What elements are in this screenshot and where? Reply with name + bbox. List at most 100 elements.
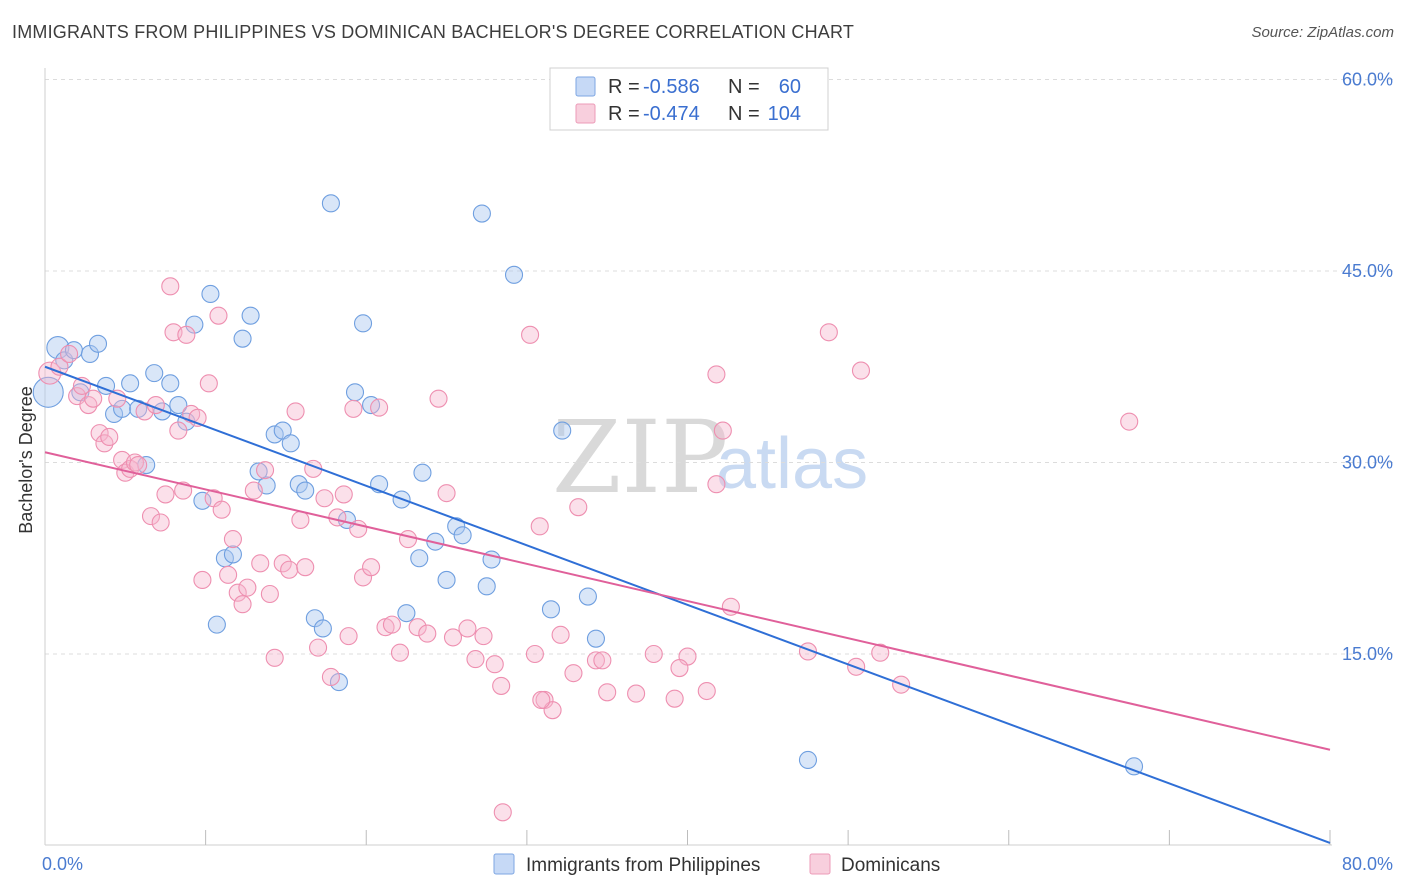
legend-n-value-2: 104 [768,103,801,125]
data-point-philippines [145,364,164,383]
data-point-dominicans [309,638,328,657]
data-point-dominicans [593,651,612,670]
data-point-philippines [447,517,466,536]
data-point-dominicans [84,389,103,408]
trend-lines [44,365,1331,844]
data-point-philippines [397,604,416,623]
data-point-dominicans [193,570,212,590]
data-point-philippines [121,374,140,393]
data-point-dominicans [296,558,315,577]
data-point-philippines [161,374,180,393]
legend-r-value-2: -0.474 [643,103,700,125]
data-point-philippines [233,329,252,348]
data-point-dominicans [177,325,196,344]
data-point-dominicans [260,584,279,604]
watermark-zip: ZIP [552,399,728,516]
data-point-philippines [586,629,605,648]
data-point-dominicans [458,619,477,638]
series-legend: Immigrants from Philippines Dominicans [493,853,940,876]
legend-r-label-1: R = [608,76,640,98]
data-point-dominicans [851,361,871,380]
data-point-philippines [437,570,456,590]
data-point-philippines [477,577,496,596]
data-point-dominicans [90,424,109,443]
data-point-dominicans [100,427,119,447]
data-point-dominicans [141,507,161,526]
y-tick-label: 60.0% [1342,70,1393,90]
data-point-dominicans [328,508,347,527]
data-point-dominicans [443,628,463,647]
data-point-dominicans [228,583,247,602]
data-point-philippines [413,463,432,482]
data-point-philippines [353,314,373,333]
data-point-dominicans [1120,412,1139,431]
data-point-dominicans [551,625,570,644]
x-tick-label-max: 80.0% [1342,854,1393,874]
legend-r-value-1: -0.586 [643,76,700,98]
data-point-dominicans [871,643,890,662]
data-point-dominicans [543,701,562,720]
data-point-philippines [578,587,597,606]
data-point-philippines [113,399,132,418]
data-point-dominicans [256,461,275,480]
data-point-dominicans [291,510,310,530]
data-point-dominicans [273,554,292,573]
data-point-dominicans [418,624,437,643]
legend-swatch-dominicans [575,103,596,124]
data-point-philippines [541,600,561,619]
y-tick-label: 45.0% [1342,261,1393,281]
data-point-dominicans [382,615,402,634]
data-point-dominicans [644,644,663,664]
data-point-dominicans [174,481,193,500]
data-point-philippines [249,462,268,481]
data-point-dominicans [466,650,485,669]
data-point-dominicans [569,498,588,517]
data-point-dominicans [493,803,512,822]
data-point-dominicans [598,683,617,702]
data-point-dominicans [161,277,180,296]
y-axis-label: Bachelor's Degree [16,386,36,534]
legend-swatch-bottom-dominicans [809,853,831,875]
data-point-dominicans [212,500,231,519]
data-point-dominicans [315,489,334,508]
legend-swatch-philippines [575,76,596,97]
data-point-philippines [472,204,491,223]
data-point-philippines [273,421,292,440]
data-point-philippines [201,284,220,304]
data-point-philippines [345,383,365,402]
series-philippines-points [32,194,1144,776]
data-point-dominicans [251,554,270,573]
chart-title: IMMIGRANTS FROM PHILIPPINES VS DOMINICAN… [12,22,855,42]
data-point-dominicans [408,618,427,637]
data-point-philippines [553,421,572,440]
data-point-dominicans [525,644,544,664]
data-point-philippines [32,376,64,408]
trend-line-philippines [44,365,1331,844]
data-point-dominicans [125,453,144,472]
data-point-dominicans [627,684,646,703]
data-point-dominicans [819,323,838,342]
data-point-philippines [241,306,260,325]
legend-box [549,67,829,131]
data-point-dominicans [156,485,175,504]
data-point-dominicans [429,389,448,408]
data-point-dominicans [223,530,242,549]
data-point-dominicans [238,578,257,597]
data-point-philippines [798,750,818,770]
data-point-dominicans [437,484,456,503]
y-tick-labels: 15.0% 30.0% 45.0% 60.0% [1342,70,1393,665]
legend-swatch-bottom-philippines [493,853,515,875]
data-point-dominicans [521,325,540,344]
data-point-dominicans [244,481,263,500]
data-point-dominicans [286,402,305,421]
data-point-dominicans [707,475,726,494]
data-point-philippines [153,402,172,421]
data-point-dominicans [670,658,689,678]
x-tick-label-min: 0.0% [42,854,83,874]
y-tick-label: 30.0% [1342,453,1393,473]
data-point-philippines [453,526,472,545]
data-point-dominicans [485,655,504,674]
data-point-dominicans [665,689,684,708]
data-point-philippines [169,395,188,415]
